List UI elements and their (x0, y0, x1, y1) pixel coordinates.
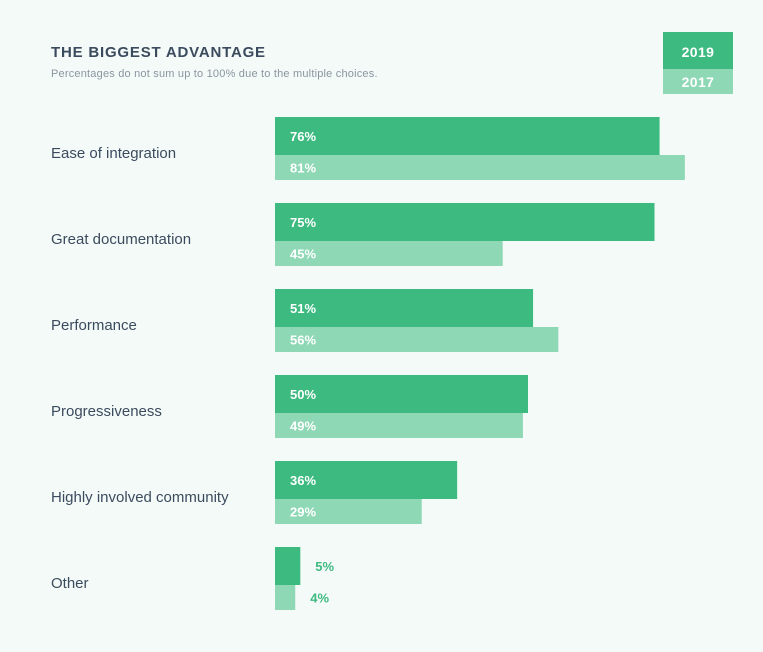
value-label-2019-ease-of-integration: 76% (290, 129, 316, 144)
value-label-2017-other: 4% (310, 591, 329, 606)
value-label-2017-progressiveness: 49% (290, 419, 316, 434)
bar-2017-other (275, 585, 296, 610)
category-label-performance: Performance (51, 317, 137, 334)
bar-2017-ease-of-integration (275, 155, 685, 180)
category-label-great-documentation: Great documentation (51, 231, 191, 248)
bar-2019-performance (275, 289, 534, 327)
legend-item-2019: 2019 (663, 32, 733, 69)
chart-title: THE BIGGEST ADVANTAGE (51, 44, 266, 61)
bar-2017-performance (275, 327, 559, 352)
value-label-2017-highly-involved-community: 29% (290, 505, 316, 520)
category-label-progressiveness: Progressiveness (51, 403, 162, 420)
value-label-2019-progressiveness: 50% (290, 387, 316, 402)
bar-2019-progressiveness (275, 375, 528, 413)
bar-2017-highly-involved-community (275, 499, 422, 524)
bar-2019-great-documentation (275, 203, 655, 241)
value-label-2017-performance: 56% (290, 333, 316, 348)
value-label-2019-other: 5% (315, 559, 334, 574)
value-label-2017-great-documentation: 45% (290, 247, 316, 262)
value-label-2019-great-documentation: 75% (290, 215, 316, 230)
value-label-2017-ease-of-integration: 81% (290, 161, 316, 176)
bar-2017-progressiveness (275, 413, 523, 438)
bar-2019-other (275, 547, 301, 585)
chart-subtitle: Percentages do not sum up to 100% due to… (51, 68, 378, 80)
bar-2019-ease-of-integration (275, 117, 660, 155)
value-label-2019-performance: 51% (290, 301, 316, 316)
bar-2017-great-documentation (275, 241, 503, 266)
value-label-2019-highly-involved-community: 36% (290, 473, 316, 488)
category-label-ease-of-integration: Ease of integration (51, 145, 176, 162)
category-label-other: Other (51, 575, 89, 592)
category-label-highly-involved-community: Highly involved community (51, 489, 229, 506)
legend-item-2017: 2017 (663, 69, 733, 94)
bar-2019-highly-involved-community (275, 461, 458, 499)
